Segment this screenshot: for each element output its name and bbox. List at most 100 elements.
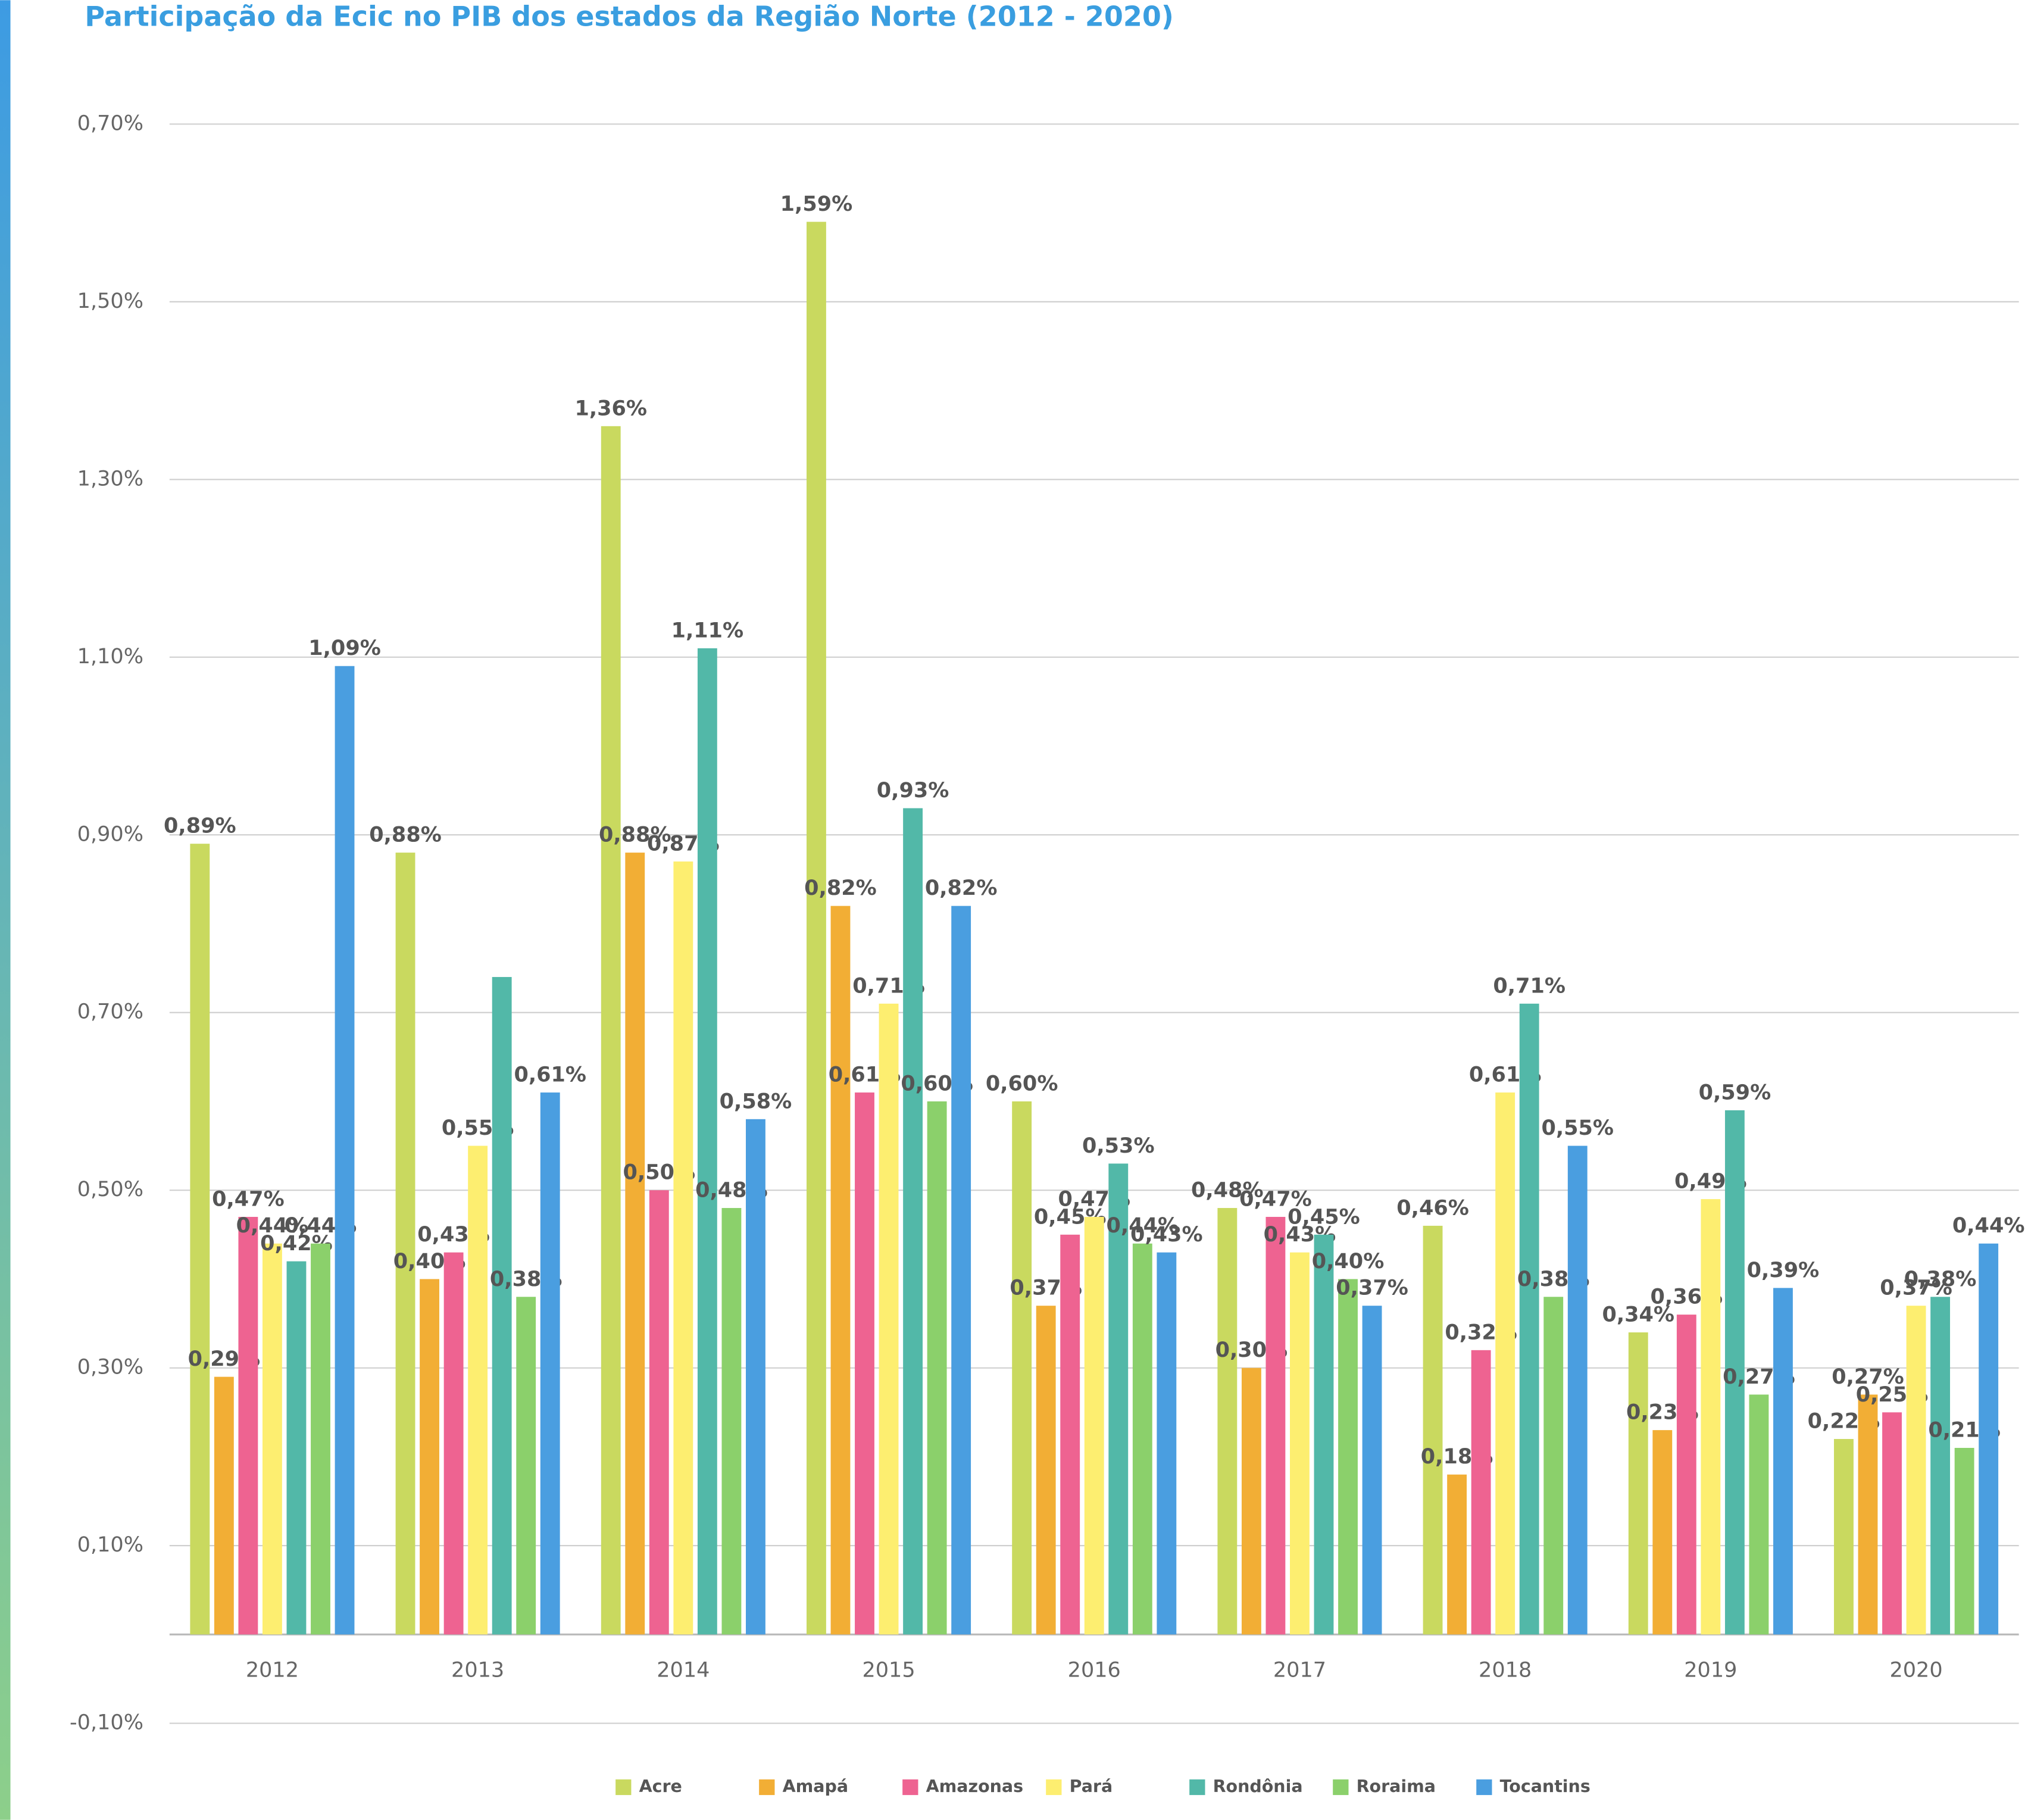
x-tick-label: 2014 <box>657 1658 710 1682</box>
bar <box>1265 1216 1286 1635</box>
bar <box>1567 1145 1588 1635</box>
bar <box>855 1092 874 1635</box>
bar <box>286 1261 307 1635</box>
bar <box>1157 1252 1177 1635</box>
bar <box>1543 1297 1564 1635</box>
bar <box>1012 1101 1032 1635</box>
y-tick-label: 0,30% <box>77 1355 143 1379</box>
bar <box>1338 1279 1358 1635</box>
bar <box>927 1101 947 1635</box>
value-label: 0,58% <box>720 1089 792 1113</box>
value-label: 0,53% <box>1082 1134 1155 1158</box>
bar <box>1132 1243 1152 1635</box>
bar <box>1882 1412 1902 1635</box>
value-label: 0,82% <box>925 876 998 900</box>
bar <box>903 808 923 1635</box>
value-label: 0,37% <box>1336 1276 1408 1300</box>
value-label: 0,27% <box>1832 1365 1904 1389</box>
bar <box>1519 1003 1539 1635</box>
bar <box>1290 1252 1310 1635</box>
x-tick-label: 2020 <box>1889 1658 1942 1682</box>
bar <box>492 977 512 1635</box>
legend-swatch <box>1476 1779 1492 1796</box>
y-tick-label: 1,30% <box>77 466 143 491</box>
x-tick-label: 2019 <box>1684 1658 1737 1682</box>
bar <box>1954 1447 1974 1635</box>
value-label: 0,44% <box>236 1213 309 1238</box>
bar <box>746 1119 765 1635</box>
bar <box>721 1208 742 1635</box>
legend-swatch <box>902 1779 918 1796</box>
y-tick-label: 0,50% <box>77 1177 143 1201</box>
value-label: 0,45% <box>1288 1204 1360 1229</box>
legend-label: Tocantins <box>1500 1777 1590 1796</box>
bar <box>1495 1092 1515 1635</box>
legend-label: Rondônia <box>1213 1777 1303 1796</box>
bar <box>807 221 826 1635</box>
y-tick-label: 0,10% <box>77 1532 143 1557</box>
side-bar <box>0 0 11 1820</box>
bar <box>443 1252 464 1635</box>
value-label: 1,11% <box>671 618 744 642</box>
legend-swatch <box>1046 1779 1062 1796</box>
y-tick-label: 0,90% <box>77 822 143 846</box>
value-label: 0,89% <box>164 814 236 838</box>
bar <box>1108 1163 1129 1635</box>
bar <box>830 906 851 1635</box>
legend-swatch <box>1333 1779 1349 1796</box>
bar <box>1724 1110 1745 1635</box>
bar <box>335 666 355 1635</box>
value-label: 0,44% <box>1952 1213 2025 1238</box>
x-tick-label: 2017 <box>1273 1658 1326 1682</box>
value-label: 0,55% <box>1541 1116 1614 1140</box>
value-label: 0,38% <box>1904 1267 1977 1291</box>
bar <box>1858 1394 1878 1635</box>
value-label: 1,09% <box>308 636 381 660</box>
bar <box>395 853 415 1635</box>
x-tick-label: 2013 <box>451 1658 504 1682</box>
bar <box>420 1279 440 1635</box>
bar <box>1979 1243 1999 1635</box>
value-label: 0,37% <box>1880 1276 1952 1300</box>
bar <box>238 1216 258 1635</box>
bar <box>1773 1288 1793 1635</box>
bar <box>1834 1439 1854 1635</box>
bar <box>1084 1216 1104 1635</box>
value-label: 0,47% <box>1239 1187 1312 1211</box>
bar <box>311 1243 330 1635</box>
bar <box>1676 1315 1696 1635</box>
y-tick-label: 0,70% <box>77 1000 143 1024</box>
x-tick-label: 2012 <box>246 1658 299 1682</box>
legend-label: Amapá <box>783 1777 849 1796</box>
bar <box>214 1376 234 1635</box>
value-label: 0,88% <box>599 823 671 847</box>
value-label: 0,93% <box>877 778 949 803</box>
bar <box>262 1243 282 1635</box>
bar <box>601 426 621 1635</box>
bar <box>1423 1225 1443 1635</box>
legend-label: Acre <box>639 1777 682 1796</box>
bar <box>1314 1234 1334 1635</box>
bar <box>1749 1394 1769 1635</box>
bar <box>879 1003 899 1635</box>
bar <box>1362 1306 1382 1635</box>
bar <box>1930 1297 1951 1635</box>
value-label: 0,61% <box>514 1063 586 1087</box>
bar <box>1628 1332 1648 1635</box>
legend-swatch <box>1189 1779 1205 1796</box>
y-tick-label: 1,10% <box>77 644 143 669</box>
bar <box>1701 1199 1721 1635</box>
legend-label: Roraima <box>1357 1777 1436 1796</box>
y-tick-label: -0,10% <box>70 1710 143 1735</box>
value-label: 0,34% <box>1602 1302 1674 1326</box>
value-label: 0,59% <box>1699 1080 1771 1104</box>
value-label: 0,40% <box>1312 1249 1385 1273</box>
value-label: 0,39% <box>1747 1258 1820 1282</box>
legend-label: Amazonas <box>926 1777 1023 1796</box>
bar <box>951 906 971 1635</box>
value-label: 0,44% <box>1107 1213 1179 1238</box>
bar <box>516 1297 536 1635</box>
value-label: 0,48% <box>1191 1178 1264 1203</box>
value-label: 0,71% <box>1493 973 1565 998</box>
